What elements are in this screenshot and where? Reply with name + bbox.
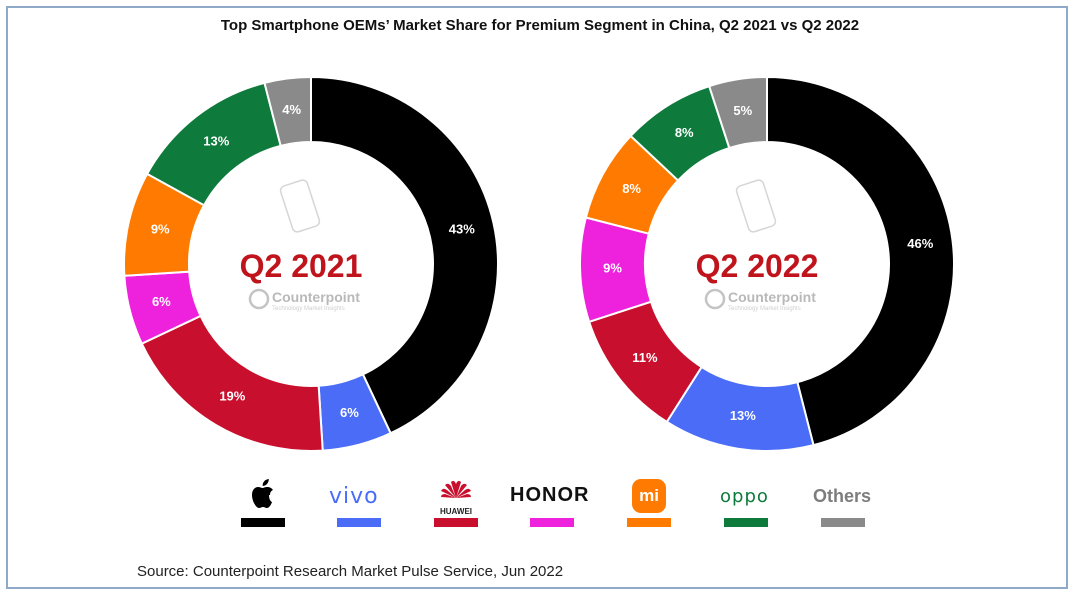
slice-huawei [140, 314, 324, 452]
source-note: Source: Counterpoint Research Market Pul… [137, 563, 564, 580]
slice-label-others: 5% [733, 103, 752, 118]
phone-outline-icon [735, 179, 777, 233]
period-label: Q2 2021 [240, 248, 363, 284]
watermark-tagline: Technology Market Insights [728, 306, 801, 312]
slice-label-vivo: 13% [730, 408, 756, 423]
slice-label-apple: 43% [449, 222, 475, 237]
donut-chart-2: 46% 13% 11% 9% 8% 8% 5% Q2 2022 CounterpointTech… [579, 75, 955, 452]
slice-label-oppo: 13% [203, 133, 229, 148]
chart-title: Top Smartphone OEMs’ Market Share for Pr… [220, 17, 860, 34]
slice-label-others: 4% [282, 102, 301, 117]
slice-label-oppo: 8% [675, 125, 694, 140]
slice-label-xiaomi: 9% [151, 222, 170, 237]
counterpoint-logo-icon [248, 288, 270, 310]
slice-label-xiaomi: 8% [622, 181, 641, 196]
slice-label-huawei: 19% [219, 388, 245, 403]
donut-chart-1: 43% 6% 19% 6% 9% 13% 4% Q2 2021 CounterpointTech… [123, 75, 499, 452]
slice-label-honor: 9% [603, 260, 622, 275]
slice-apple [310, 75, 499, 435]
watermark-brand: Counterpoint [728, 289, 816, 305]
counterpoint-logo-icon [704, 288, 726, 310]
watermark-brand: Counterpoint [272, 289, 360, 305]
slice-label-vivo: 6% [340, 405, 359, 420]
slice-label-honor: 6% [152, 294, 171, 309]
slice-others [263, 75, 312, 148]
slice-apple [766, 75, 955, 447]
slice-label-huawei: 11% [632, 350, 658, 365]
period-label: Q2 2022 [696, 248, 819, 284]
phone-outline-icon [279, 179, 321, 233]
slice-others [707, 75, 768, 150]
slice-label-apple: 46% [907, 236, 933, 251]
watermark-tagline: Technology Market Insights [272, 306, 345, 312]
